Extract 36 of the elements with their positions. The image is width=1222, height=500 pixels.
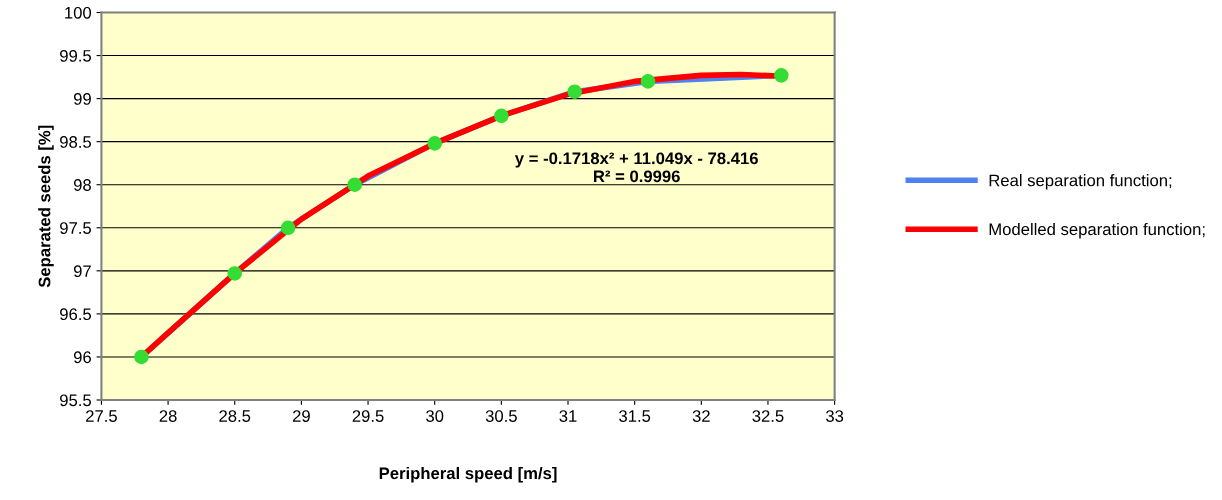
y-tick-label: 99 (73, 93, 91, 105)
point (134, 349, 149, 365)
legend-label: Real separation function; (989, 174, 1172, 190)
y-tick-label: 97 (73, 265, 91, 278)
y-tick-label: 98 (73, 179, 91, 191)
point (347, 177, 362, 193)
x-tick-label: 33 (825, 410, 844, 422)
x-tick-label: 31.5 (619, 410, 651, 422)
y-tick-label: 96 (73, 351, 91, 364)
x-axis-title: Peripheral speed [m/s] (379, 466, 557, 483)
point (567, 84, 582, 100)
x-tick-label: 32 (692, 410, 710, 422)
legend-label: Modelled separation function; (989, 222, 1205, 239)
y-tick-label: 99.5 (60, 49, 92, 62)
x-tick-label: 28.5 (219, 410, 251, 422)
point (227, 266, 243, 281)
point (280, 220, 296, 236)
x-tick-label: 31 (559, 410, 577, 422)
x-tick-label: 27.5 (86, 410, 117, 422)
x-tick-label: 30 (426, 410, 444, 422)
x-tick-label: 28 (159, 410, 177, 422)
y-tick-label: 98.5 (60, 136, 92, 148)
point (427, 136, 442, 151)
y-axis-title: Separated seeds [%] (38, 125, 54, 288)
annotation: y = -0.1718x² + 11.049x - 78.416 R² = 0.9996 (514, 152, 758, 183)
y-tick-label: 96.5 (60, 308, 92, 321)
x-tick-label: 32.5 (752, 410, 784, 422)
y-tick-label: 100 (65, 6, 92, 19)
y-tick-label: 95.5 (60, 394, 92, 407)
x-tick-label: 30.5 (485, 410, 517, 422)
point (640, 74, 656, 89)
point (774, 68, 789, 83)
x-tick-label: 29 (292, 410, 310, 422)
x-tick-label: 29.5 (352, 410, 384, 422)
y-tick-label: 97.5 (60, 222, 92, 234)
point (494, 108, 509, 124)
